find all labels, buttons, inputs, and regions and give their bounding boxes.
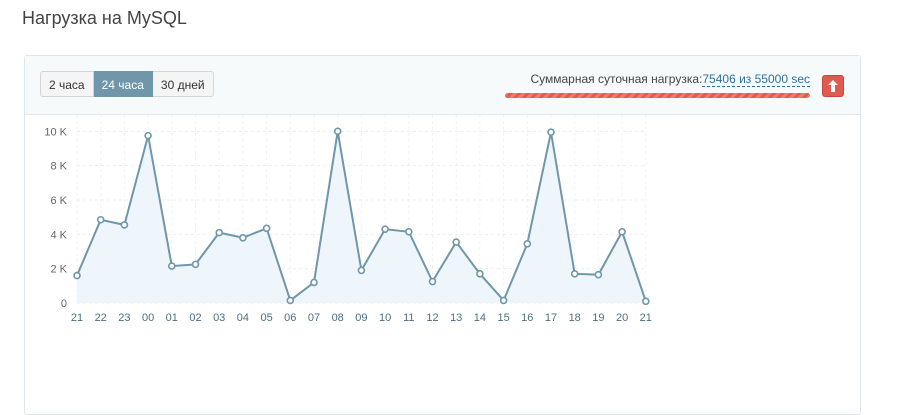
x-tick-label: 21	[71, 312, 83, 324]
chart-area: 02 K4 K6 K8 K10 K12 K2122230001020304050…	[25, 92, 860, 409]
data-point	[310, 278, 318, 287]
y-tick-label: 8 K	[50, 161, 67, 173]
data-point	[120, 221, 129, 229]
x-tick-label: 12	[426, 312, 438, 324]
y-tick-label: 4 K	[50, 229, 67, 241]
x-tick-label: 08	[332, 312, 344, 324]
page-title: Нагрузка на MySQL	[22, 8, 187, 28]
data-point	[452, 238, 461, 246]
x-tick-label: 07	[308, 312, 320, 324]
data-point	[96, 215, 105, 224]
data-point	[404, 227, 413, 236]
x-tick-label: 09	[355, 312, 367, 324]
x-tick-label: 02	[189, 312, 201, 324]
x-tick-label: 22	[95, 312, 107, 324]
period-switcher: 2 часа 24 часа 30 дней	[40, 71, 214, 97]
x-tick-label: 14	[474, 312, 486, 324]
data-point	[144, 131, 152, 140]
y-tick-label: 2 K	[50, 264, 67, 276]
x-tick-label: 00	[142, 312, 154, 324]
tab-30-days[interactable]: 30 дней	[152, 71, 214, 97]
data-point	[262, 224, 271, 233]
data-point	[381, 225, 389, 233]
x-tick-label: 11	[403, 312, 414, 324]
data-point	[499, 296, 508, 305]
data-point	[547, 128, 555, 136]
x-tick-label: 16	[521, 312, 533, 324]
data-point	[594, 270, 603, 279]
data-point	[191, 260, 200, 269]
x-tick-label: 06	[284, 312, 296, 324]
data-point	[618, 227, 626, 236]
data-point	[357, 266, 366, 275]
y-tick-label: 0	[61, 298, 67, 310]
data-point	[476, 270, 484, 278]
load-chart: 02 K4 K6 K8 K10 K12 K2122230001020304050…	[44, 92, 652, 324]
data-point	[333, 127, 342, 136]
x-tick-label: 21	[640, 312, 652, 324]
data-point	[570, 270, 579, 278]
data-point	[168, 262, 176, 270]
mysql-load-panel: 2 часа 24 часа 30 дней Суммарная суточна…	[24, 55, 861, 415]
daily-load-bar	[505, 93, 810, 98]
x-tick-label: 19	[592, 312, 604, 324]
x-tick-label: 18	[569, 312, 581, 324]
data-point	[215, 228, 223, 237]
alert-button[interactable]	[822, 75, 844, 97]
daily-load-label: Суммарная суточная нагрузка:	[530, 72, 703, 86]
x-tick-label: 17	[545, 312, 557, 324]
data-point	[641, 297, 650, 306]
y-tick-label: 10 K	[44, 126, 67, 138]
data-point	[73, 271, 81, 280]
x-tick-label: 13	[450, 312, 462, 324]
panel-header: 2 часа 24 часа 30 дней Суммарная суточна…	[25, 56, 860, 115]
daily-load-summary: Суммарная суточная нагрузка:75406 из 550…	[530, 72, 810, 87]
tab-24-hours[interactable]: 24 часа	[93, 71, 153, 97]
y-tick-label: 6 K	[50, 195, 67, 207]
x-tick-label: 15	[497, 312, 509, 324]
x-tick-label: 04	[237, 312, 249, 324]
arrow-up-icon	[828, 80, 838, 92]
x-tick-label: 10	[379, 312, 391, 324]
x-tick-label: 01	[166, 312, 178, 324]
data-point	[523, 239, 532, 248]
data-point	[286, 296, 295, 305]
series-area	[77, 131, 646, 303]
x-tick-label: 03	[213, 312, 225, 324]
daily-load-value[interactable]: 75406 из 55000 sec	[702, 72, 810, 87]
x-tick-label: 20	[616, 312, 628, 324]
x-tick-label: 05	[260, 312, 272, 324]
data-point	[239, 233, 247, 242]
data-point	[428, 277, 437, 286]
x-tick-label: 23	[118, 312, 130, 324]
tab-2-hours[interactable]: 2 часа	[40, 71, 94, 97]
